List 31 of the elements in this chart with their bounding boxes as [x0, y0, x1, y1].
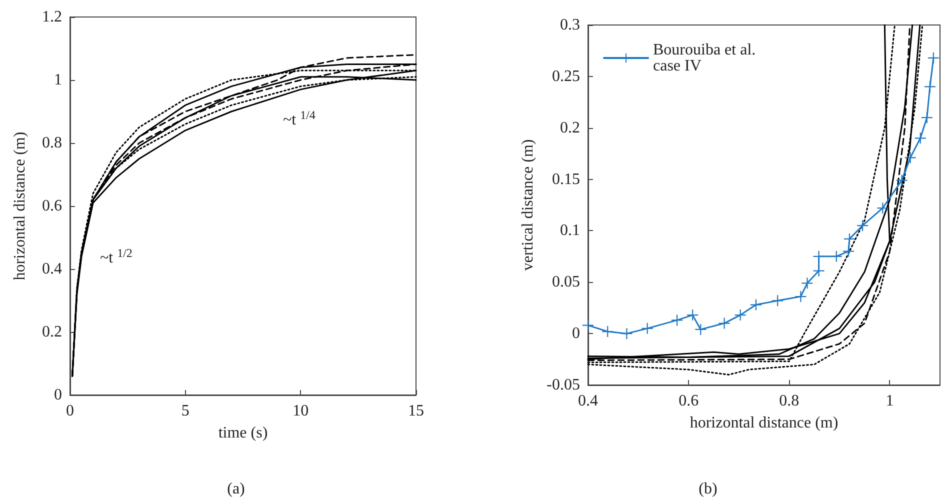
y-tick-label: 0.1 — [560, 222, 580, 240]
legend-label: Bourouiba et al. case IV — [653, 42, 760, 74]
text: (b) — [698, 480, 718, 498]
y-tick-label: 0.6 — [42, 198, 62, 214]
x-tick-label: 0.8 — [779, 392, 800, 410]
y-tick-label: 0 — [572, 325, 580, 342]
x-tick-label: 10 — [292, 402, 309, 420]
x-tick-label: 5 — [181, 402, 190, 420]
y-tick-label: -0.05 — [546, 376, 580, 394]
y-tick-label: 0.3 — [560, 16, 580, 34]
x-tick-label: 15 — [408, 402, 424, 420]
x-axis-title: time (s) — [218, 424, 268, 442]
y-tick-label: 1.2 — [42, 8, 62, 26]
annotation: ~t 1/2 — [100, 246, 132, 266]
x-tick-label: 1 — [886, 392, 894, 410]
y-tick-label: 0.4 — [42, 260, 62, 278]
x-tick-label: 0.4 — [578, 392, 598, 410]
annotation: ~t 1/4 — [283, 108, 316, 128]
y-tick-label: 0.8 — [42, 134, 62, 152]
x-axis-title: horizontal distance (m) — [690, 414, 838, 432]
y-tick-label: 0.2 — [560, 119, 580, 136]
x-tick-label: 0 — [66, 402, 74, 420]
text: (a) — [227, 480, 245, 498]
x-tick-label: 0.6 — [678, 392, 699, 410]
y-tick-label: 0.05 — [552, 274, 580, 291]
y-tick-label: 0.2 — [42, 324, 62, 340]
y-tick-label: 0.15 — [552, 170, 580, 188]
y-tick-label: 1 — [54, 72, 62, 88]
y-axis-title: vertical distance (m) — [519, 139, 536, 271]
y-tick-label: 0.25 — [552, 68, 580, 85]
y-axis-title: horizontal distance (m) — [12, 132, 28, 280]
